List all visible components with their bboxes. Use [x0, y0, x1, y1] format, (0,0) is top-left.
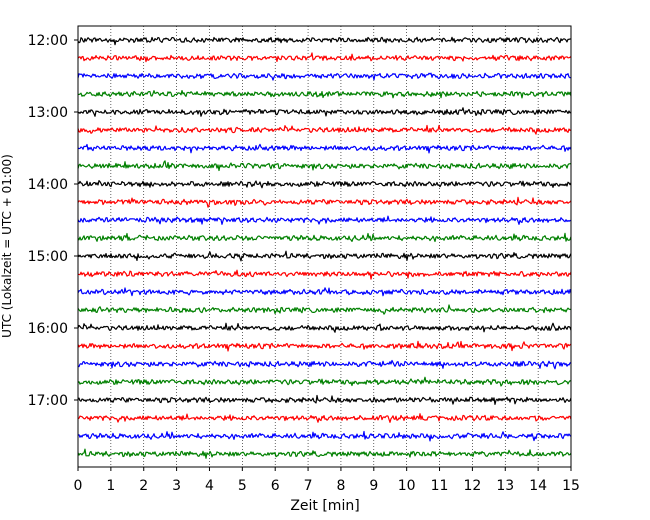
seismic-trace-line	[77, 359, 572, 370]
seismic-trace-line	[77, 413, 572, 423]
seismic-trace-line	[77, 287, 572, 297]
x-tick-label: 15	[562, 478, 580, 494]
x-tick-label: 6	[271, 478, 280, 494]
y-axis-ticks: 12:00 13:00 14:00 15:00 16:00 17:00	[28, 33, 78, 409]
x-tick-label: 7	[304, 478, 313, 494]
y-tick-label: 14:00	[28, 177, 68, 193]
seismic-trace-line	[77, 215, 572, 225]
seismic-trace-line	[77, 72, 572, 81]
seismic-trace-line	[77, 52, 572, 63]
seismic-trace-line	[77, 304, 572, 315]
plot-area-frame	[77, 25, 572, 468]
x-tick-label: 13	[496, 478, 514, 494]
seismic-trace-line	[77, 89, 572, 99]
y-tick-label: 15:00	[28, 249, 68, 265]
seismic-trace-line	[77, 143, 572, 154]
seismic-trace-line	[77, 160, 572, 172]
y-tick-label: 16:00	[28, 321, 68, 337]
x-tick-label: 8	[336, 478, 345, 494]
x-tick-label: 0	[74, 478, 83, 494]
x-tick-label: 1	[106, 478, 115, 494]
x-axis-label: Zeit [min]	[290, 498, 359, 514]
x-tick-label: 10	[398, 478, 416, 494]
seismic-trace-line	[77, 196, 572, 208]
seismic-trace-line	[77, 269, 572, 280]
y-tick-label: 17:00	[28, 393, 68, 409]
seismic-trace-line	[77, 448, 572, 459]
seismic-traces	[77, 36, 572, 459]
x-tick-label: 5	[238, 478, 247, 494]
x-tick-label: 3	[172, 478, 181, 494]
x-tick-label: 9	[369, 478, 378, 494]
seismic-trace-line	[77, 394, 572, 406]
x-tick-label: 4	[205, 478, 214, 494]
seismic-trace-line	[77, 340, 572, 352]
y-tick-label: 13:00	[28, 105, 68, 121]
x-tick-label: 2	[139, 478, 148, 494]
seismic-trace-line	[77, 232, 572, 243]
x-tick-label: 14	[529, 478, 547, 494]
x-tick-label: 11	[431, 478, 449, 494]
seismic-trace-line	[77, 430, 572, 442]
seismic-trace-line	[77, 322, 572, 333]
x-tick-label: 12	[463, 478, 481, 494]
seismic-trace-line	[77, 180, 572, 189]
y-tick-label: 12:00	[28, 33, 68, 49]
seismic-trace-line	[77, 124, 572, 135]
x-axis-ticks: 0 1 2 3 4 5 6 7 8 9 10 11 12 13 14 15	[74, 467, 580, 494]
y-axis-label: UTC (Lokalzeit = UTC + 01:00)	[0, 154, 14, 338]
seismic-trace-line	[77, 376, 572, 387]
seismic-trace-line	[77, 36, 572, 46]
seismic-trace-line	[77, 107, 572, 117]
seismic-trace-line	[77, 250, 572, 262]
